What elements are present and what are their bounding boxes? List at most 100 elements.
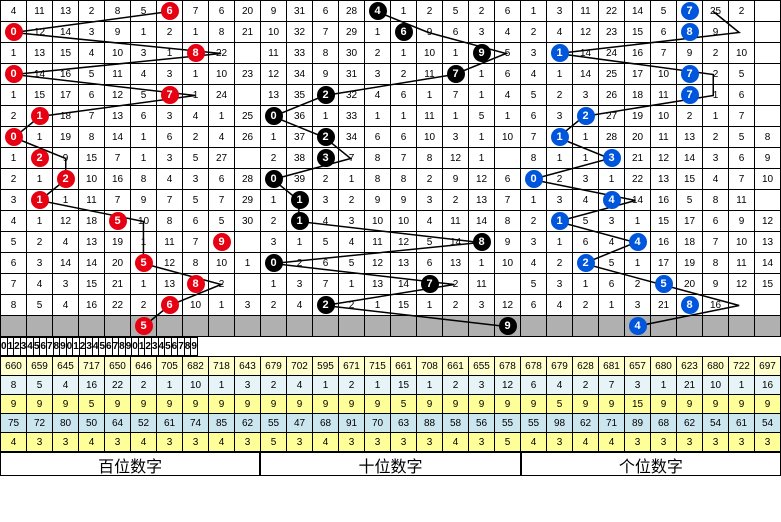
grid-cell: 13 [27,43,53,64]
grid-cell [235,316,261,337]
grid-cell: 5 [495,43,521,64]
grid-cell: 8 [755,127,781,148]
grid-cell: 12 [469,169,495,190]
grid-cell: 1 [547,127,573,148]
grid-cell: 2 [521,211,547,232]
grid-cell: 3 [313,190,339,211]
grid-cell: 13 [755,232,781,253]
grid-cell: 2 [79,1,105,22]
grid-cell [547,316,573,337]
stat-cell: 47 [287,414,313,433]
grid-cell: 2 [547,85,573,106]
stat-cell: 1 [313,376,339,395]
grid-cell [235,232,261,253]
panel-label: 十位数字 [260,452,520,476]
grid-cell: 6 [183,211,209,232]
stat-cell: 9 [27,395,53,414]
stat-cell: 9 [313,395,339,414]
grid-cell: 9 [365,190,391,211]
grid-cell: 4 [573,190,599,211]
stat-cell: 75 [1,414,27,433]
grid-cell: 1 [573,127,599,148]
stat-cell: 3 [183,433,209,452]
grid-cell: 3 [27,253,53,274]
grid-cell [365,316,391,337]
ball-marker: 4 [629,233,647,251]
grid-cell: 2 [313,127,339,148]
grid-cell: 1 [703,106,729,127]
ball-marker: 3 [603,149,621,167]
grid-cell: 22 [209,43,235,64]
stat-cell: 9 [755,395,781,414]
stat-cell: 61 [729,414,755,433]
stat-cell: 52 [131,414,157,433]
stat-cell: 22 [105,376,131,395]
grid-cell [339,316,365,337]
stat-cell: 63 [391,414,417,433]
grid-cell: 11 [651,85,677,106]
grid-cell: 6 [313,253,339,274]
grid-cell: 5 [79,64,105,85]
grid-cell: 13 [53,1,79,22]
ball-marker: 9 [499,317,517,335]
ball-marker: 9 [473,44,491,62]
ball-marker: 9 [213,233,231,251]
grid-cell: 6 [313,1,339,22]
ball-marker: 4 [629,317,647,335]
stat-cell: 62 [573,414,599,433]
stat-cell: 74 [183,414,209,433]
grid-cell: 1 [287,190,313,211]
grid-cell: 1 [703,85,729,106]
grid-cell [417,316,443,337]
grid-cell: 16 [651,190,677,211]
stat-cell: 682 [183,357,209,376]
grid-cell: 1 [131,232,157,253]
stat-cell: 3 [417,433,443,452]
grid-cell [27,316,53,337]
grid-cell: 12 [443,148,469,169]
grid-cell: 9 [105,22,131,43]
grid-cell: 14 [53,22,79,43]
grid-cell [157,316,183,337]
stat-cell: 7 [599,376,625,395]
stat-cell: 708 [417,357,443,376]
grid-cell: 18 [625,85,651,106]
grid-cell: 4 [599,190,625,211]
stat-cell: 680 [703,357,729,376]
stat-cell: 661 [391,357,417,376]
stat-cell: 645 [53,357,79,376]
stat-cell: 62 [677,414,703,433]
grid-cell: 2 [157,22,183,43]
grid-cell: 1 [27,127,53,148]
stat-cell: 3 [391,433,417,452]
grid-cell: 8 [703,253,729,274]
stat-cell: 15 [625,395,651,414]
grid-cell: 14 [625,190,651,211]
stat-cell: 70 [365,414,391,433]
grid-cell: 4 [547,295,573,316]
stat-cell: 680 [651,357,677,376]
grid-cell: 3 [53,274,79,295]
grid-cell: 3 [235,295,261,316]
ball-marker: 7 [447,65,465,83]
grid-cell: 1 [391,43,417,64]
grid-cell: 3 [131,43,157,64]
stat-cell: 68 [651,414,677,433]
grid-cell: 1 [573,274,599,295]
grid-cell: 2 [703,127,729,148]
grid-cell: 9 [443,169,469,190]
ball-marker: 0 [265,107,283,125]
grid-cell: 0 [261,253,287,274]
grid-cell: 28 [339,1,365,22]
stat-cell: 61 [157,414,183,433]
grid-cell: 8 [313,43,339,64]
stat-cell: 12 [495,376,521,395]
grid-cell: 6 [729,85,755,106]
grid-cell: 9 [703,22,729,43]
grid-cell: 10 [365,211,391,232]
grid-cell: 7 [677,64,703,85]
grid-cell: 10 [651,64,677,85]
grid-cell: 3 [599,211,625,232]
grid-cell: 20 [235,1,261,22]
grid-cell: 3 [417,190,443,211]
